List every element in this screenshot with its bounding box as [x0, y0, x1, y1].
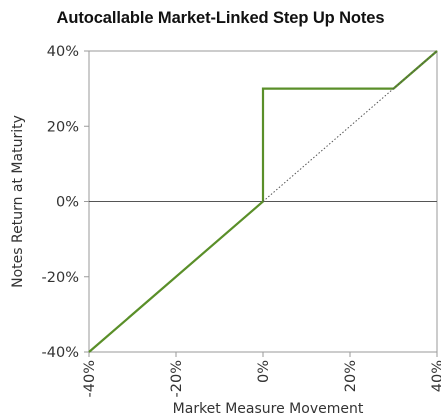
y-tick-label: -20% — [42, 270, 79, 286]
x-tick-label: -40% — [82, 360, 98, 397]
x-tick-label: -20% — [169, 360, 185, 397]
y-axis-label: Notes Return at Maturity — [10, 115, 26, 288]
x-tick-label: 0% — [256, 360, 272, 383]
y-tick-label: -40% — [42, 345, 79, 361]
x-tick-label: 20% — [343, 360, 359, 392]
y-tick-label: 0% — [56, 195, 79, 211]
x-axis-label: Market Measure Movement — [173, 401, 364, 417]
chart-title: Autocallable Market-Linked Step Up Notes — [56, 9, 385, 27]
y-tick-label: 20% — [47, 119, 79, 135]
notes-return-line — [88, 50, 438, 353]
y-tick-label: 40% — [47, 44, 79, 60]
x-tick-label: 40% — [430, 360, 441, 392]
